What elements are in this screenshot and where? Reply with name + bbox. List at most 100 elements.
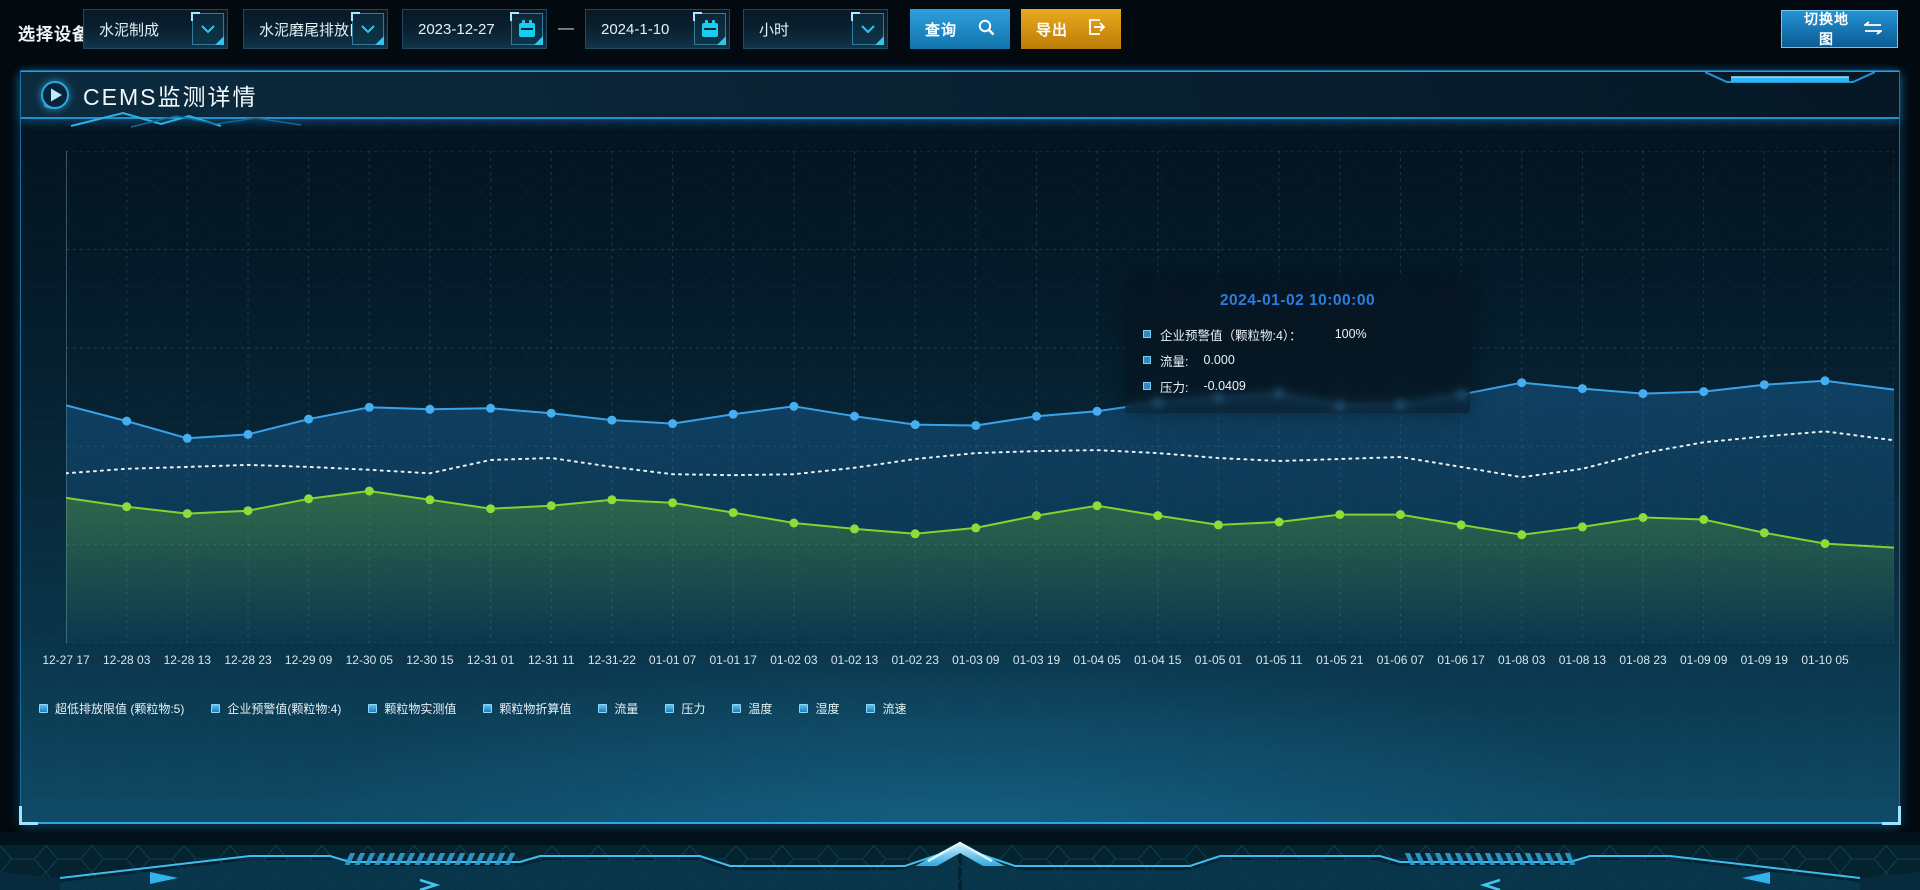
x-axis-label: 01-03 09: [952, 653, 1000, 667]
legend-label: 压力: [681, 702, 706, 716]
calendar-icon[interactable]: [693, 12, 726, 45]
legend-item[interactable]: 颗粒物实测值: [368, 700, 456, 717]
x-axis-label: 01-04 15: [1134, 653, 1182, 667]
x-axis-label: 01-02 13: [830, 653, 879, 667]
x-axis-label: 01-08 13: [1558, 653, 1607, 667]
x-axis-label: 01-05 21: [1316, 653, 1364, 667]
x-axis-label: 12-28 13: [163, 653, 211, 667]
legend-item[interactable]: 颗粒物折算值: [483, 700, 571, 717]
export-button[interactable]: 导出: [1021, 9, 1121, 49]
chart-legend: 超低排放限值 (颗粒物:5) 企业预警值(颗粒物:4) 颗粒物实测值 颗粒物折算值 流量…: [39, 700, 906, 717]
tooltip-timestamp: 2024-01-02 10:00:00: [1219, 292, 1376, 309]
legend-label: 颗粒物折算值: [499, 702, 572, 716]
tooltip-row: 流量: 0.000: [1125, 347, 1470, 373]
tooltip-row-label: 企业预警值（颗粒物:4）：: [1160, 328, 1302, 343]
query-button-label: 查询: [925, 21, 958, 39]
tooltip-series-marker: [1143, 382, 1151, 390]
chevron-down-icon[interactable]: [191, 12, 224, 45]
tooltip-row-value: 100%: [1334, 327, 1367, 341]
tooltip-series-marker: [1143, 330, 1151, 338]
x-axis-label: 01-06 17: [1437, 653, 1485, 667]
interval-value: 小时: [759, 21, 790, 39]
calendar-icon[interactable]: [510, 12, 543, 45]
start-date-input[interactable]: 2023-12-27: [402, 9, 547, 49]
x-axis-label: 12-31 01: [466, 653, 515, 667]
chart-tooltip: 2024-01-02 10:00:00 企业预警值（颗粒物:4）： 100% 流量:…: [1125, 277, 1470, 413]
switch-map-button[interactable]: 切换地图: [1781, 10, 1898, 48]
legend-marker: [39, 704, 48, 713]
outlet-value: 水泥磨尾排放口: [259, 21, 365, 39]
legend-item[interactable]: 流速: [866, 700, 906, 717]
search-icon: [978, 19, 995, 40]
panel-title: CEMS监测详情: [83, 83, 258, 110]
legend-item[interactable]: 湿度: [799, 700, 839, 717]
x-axis-label: 12-31 11: [527, 653, 575, 667]
x-axis-labels: 12-27 17 12-28 03 12-28 13 12-28 23 12-29 09…: [42, 653, 1894, 669]
legend-label: 颗粒物实测值: [384, 702, 457, 716]
device-select-label: 选择设备: [18, 25, 90, 44]
cems-detail-panel: CEMS监测详情 12-27 17 12-28 03 12-28 13 12-28 2…: [19, 70, 1901, 825]
legend-item[interactable]: 超低排放限值 (颗粒物:5): [39, 700, 184, 717]
x-axis-label: 01-03 19: [1012, 653, 1061, 667]
export-button-label: 导出: [1036, 21, 1069, 39]
end-date-input[interactable]: 2024-1-10: [585, 9, 730, 49]
x-axis-label: 12-30 15: [406, 653, 454, 667]
x-axis-label: 01-09 09: [1680, 653, 1728, 667]
device-type-value: 水泥制成: [99, 21, 160, 39]
x-axis-label: 12-28 23: [224, 653, 272, 667]
x-axis-label: 01-08 03: [1498, 653, 1546, 667]
tooltip-rows: 企业预警值（颗粒物:4）： 100% 流量: 0.000 压力: -0.0409: [1125, 321, 1470, 399]
legend-marker: [665, 704, 675, 713]
x-axis-label: 01-05 11: [1255, 653, 1303, 667]
legend-item[interactable]: 流量: [598, 700, 638, 717]
x-axis-label: 01-08 23: [1619, 653, 1667, 667]
legend-marker: [483, 704, 493, 713]
tooltip-row: 企业预警值（颗粒物:4）： 100%: [1125, 321, 1470, 347]
tooltip-series-marker: [1143, 356, 1151, 364]
x-axis-label: 01-10 05: [1801, 653, 1849, 667]
x-axis-label: 01-01 17: [709, 653, 757, 667]
legend-item[interactable]: 温度: [732, 700, 772, 717]
x-axis-label: 12-28 03: [103, 653, 151, 667]
legend-label: 湿度: [815, 702, 840, 716]
switch-map-label: 切换地图: [1804, 11, 1849, 47]
x-axis-label: 01-05 01: [1194, 653, 1243, 667]
x-axis-label: 01-01 07: [648, 653, 697, 667]
x-axis-label: 01-06 07: [1376, 653, 1425, 667]
legend-item[interactable]: 压力: [665, 700, 705, 717]
interval-select[interactable]: 小时: [743, 9, 888, 49]
x-axis-label: 01-04 05: [1073, 653, 1121, 667]
query-button[interactable]: 查询: [910, 9, 1010, 49]
legend-marker: [368, 704, 378, 713]
start-date-value: 2023-12-27: [418, 20, 495, 38]
tooltip-row: 压力: -0.0409: [1125, 373, 1470, 399]
x-axis-label: 12-31-22: [587, 653, 636, 667]
legend-marker: [732, 704, 742, 713]
x-axis-label: 12-30 05: [345, 653, 393, 667]
legend-label: 企业预警值(颗粒物:4): [227, 702, 342, 716]
x-axis-label: 01-09 19: [1740, 653, 1788, 667]
legend-label: 超低排放限值 (颗粒物:5): [55, 702, 185, 716]
outlet-select[interactable]: 水泥磨尾排放口: [243, 9, 388, 49]
chevron-down-icon[interactable]: [851, 12, 884, 45]
legend-item[interactable]: 企业预警值(颗粒物:4): [211, 700, 341, 717]
legend-marker: [866, 704, 876, 713]
chevron-down-icon[interactable]: [351, 12, 384, 45]
x-axis-label: 12-29 09: [284, 653, 333, 667]
line-chart[interactable]: [66, 151, 1894, 643]
play-icon: [41, 80, 69, 109]
device-type-select[interactable]: 水泥制成: [83, 9, 228, 49]
legend-marker: [598, 704, 608, 713]
legend-label: 温度: [748, 702, 773, 716]
legend-label: 流量: [614, 702, 639, 716]
header-notch-decoration: [1705, 71, 1875, 83]
swap-arrows-icon: [1862, 20, 1884, 38]
tooltip-row-label: 流量:: [1160, 354, 1189, 369]
tooltip-row-value: -0.0409: [1203, 379, 1246, 393]
date-range-separator: —: [558, 20, 574, 37]
footer-decoration: [0, 832, 1920, 890]
header-zigzag-decoration: [70, 111, 302, 128]
export-icon: [1088, 19, 1106, 39]
toolbar: 选择设备 水泥制成 水泥磨尾排放口 2023-12-27 — 2024-1-10: [0, 0, 1920, 58]
legend-marker: [799, 704, 809, 713]
